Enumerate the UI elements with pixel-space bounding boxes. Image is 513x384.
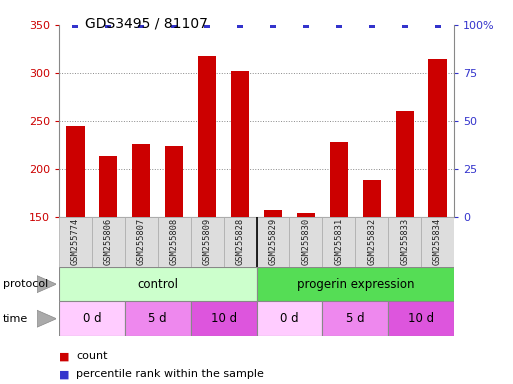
Bar xyxy=(396,111,413,361)
Text: GSM255831: GSM255831 xyxy=(334,217,343,265)
Text: GSM255806: GSM255806 xyxy=(104,217,113,265)
Bar xyxy=(297,213,315,361)
Text: GSM255828: GSM255828 xyxy=(235,217,245,265)
Text: GSM255809: GSM255809 xyxy=(203,217,212,265)
Text: ■: ■ xyxy=(59,351,69,361)
Bar xyxy=(92,217,125,267)
Text: GSM255830: GSM255830 xyxy=(301,217,310,265)
Text: progerin expression: progerin expression xyxy=(297,278,414,291)
Text: protocol: protocol xyxy=(3,279,48,289)
Text: GSM255808: GSM255808 xyxy=(170,217,179,265)
Text: 5 d: 5 d xyxy=(148,312,167,325)
Text: GSM255807: GSM255807 xyxy=(137,217,146,265)
Bar xyxy=(289,217,322,267)
Bar xyxy=(59,301,125,336)
Bar xyxy=(125,217,158,267)
Text: GSM255774: GSM255774 xyxy=(71,217,80,265)
Bar xyxy=(388,301,454,336)
Text: GSM255834: GSM255834 xyxy=(433,217,442,265)
Point xyxy=(368,22,376,28)
Polygon shape xyxy=(37,310,56,327)
Bar xyxy=(421,217,454,267)
Point xyxy=(71,22,80,28)
Bar xyxy=(66,126,85,361)
Point xyxy=(334,22,343,28)
Point xyxy=(137,22,145,28)
Text: GSM255832: GSM255832 xyxy=(367,217,376,265)
Bar xyxy=(191,301,256,336)
Polygon shape xyxy=(37,276,56,293)
Point xyxy=(433,22,442,28)
Point xyxy=(104,22,112,28)
Bar xyxy=(198,56,216,361)
Bar xyxy=(132,144,150,361)
Bar xyxy=(428,59,447,361)
Text: 0 d: 0 d xyxy=(280,312,299,325)
Bar xyxy=(256,301,322,336)
Text: percentile rank within the sample: percentile rank within the sample xyxy=(76,369,264,379)
Text: 10 d: 10 d xyxy=(408,312,434,325)
Bar xyxy=(59,217,92,267)
Bar xyxy=(224,217,256,267)
Point xyxy=(236,22,244,28)
Text: ■: ■ xyxy=(59,369,69,379)
Bar xyxy=(322,301,388,336)
Point xyxy=(401,22,409,28)
Text: 10 d: 10 d xyxy=(210,312,236,325)
Bar xyxy=(256,217,289,267)
Text: 5 d: 5 d xyxy=(346,312,365,325)
Bar xyxy=(264,210,282,361)
Bar xyxy=(158,217,191,267)
Bar xyxy=(125,301,191,336)
Bar xyxy=(59,267,256,301)
Text: control: control xyxy=(137,278,178,291)
Text: time: time xyxy=(3,314,28,324)
Bar xyxy=(256,267,454,301)
Bar xyxy=(231,71,249,361)
Text: GSM255833: GSM255833 xyxy=(400,217,409,265)
Point xyxy=(269,22,277,28)
Bar xyxy=(330,142,348,361)
Bar xyxy=(388,217,421,267)
Text: GDS3495 / 81107: GDS3495 / 81107 xyxy=(85,16,208,30)
Bar xyxy=(355,217,388,267)
Bar xyxy=(322,217,355,267)
Bar xyxy=(165,146,183,361)
Bar xyxy=(100,156,117,361)
Bar xyxy=(191,217,224,267)
Text: GSM255829: GSM255829 xyxy=(268,217,278,265)
Bar xyxy=(363,180,381,361)
Point xyxy=(203,22,211,28)
Text: 0 d: 0 d xyxy=(83,312,101,325)
Point xyxy=(302,22,310,28)
Point xyxy=(170,22,179,28)
Text: count: count xyxy=(76,351,107,361)
